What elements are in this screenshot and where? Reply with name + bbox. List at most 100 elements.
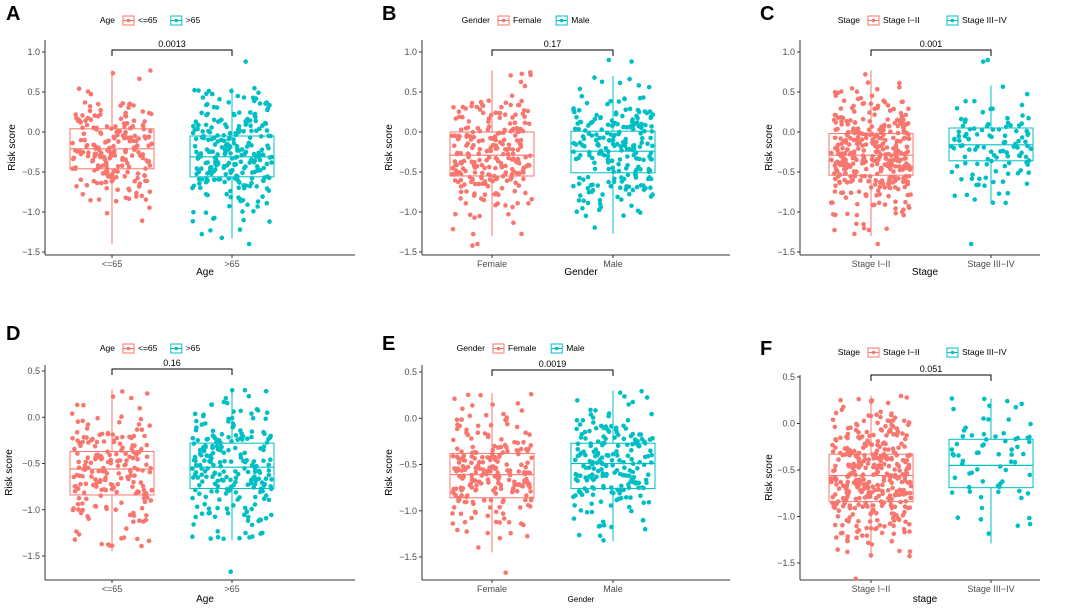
data-point [481,197,487,203]
data-point [980,479,986,484]
data-point [894,513,899,518]
data-point [257,470,263,476]
data-point [110,71,116,76]
data-point [835,514,841,519]
data-point [193,514,198,520]
data-point [209,402,215,407]
data-point [245,436,250,442]
data-point [880,482,885,488]
data-point [906,462,912,468]
data-point [592,160,597,166]
data-point [981,416,986,421]
data-point [252,85,257,91]
data-point [599,79,605,85]
data-point [518,137,524,143]
legend-item-label: >65 [186,343,201,353]
data-point [84,122,90,128]
data-point [850,512,856,517]
data-point [229,439,234,444]
data-point [878,409,883,415]
data-point [1027,521,1033,527]
data-point [886,463,892,469]
data-point [877,444,882,450]
data-point [997,484,1002,490]
data-point [594,474,599,480]
y-tick-label: −1.5 [777,247,795,257]
outlier-point [228,569,233,574]
y-tick-label: 0.0 [782,127,795,137]
data-point [587,149,592,155]
data-point [594,112,599,118]
data-point [244,144,250,149]
data-point [190,534,195,539]
data-point [204,453,209,458]
data-point [458,127,464,132]
data-point [210,428,216,434]
data-point [452,159,458,164]
data-point [885,418,891,423]
data-point [888,166,893,172]
data-point [117,419,122,425]
data-point [253,118,259,124]
data-point [267,155,273,160]
data-point [600,192,605,197]
data-point [222,459,227,464]
data-point [217,460,223,465]
data-point [514,138,520,143]
data-point [895,123,901,129]
data-point [833,127,838,133]
data-point [988,149,994,154]
data-point [853,496,859,502]
data-point [254,184,259,189]
y-tick-label: 0.5 [27,366,40,376]
data-point [640,517,646,523]
data-point [605,153,611,159]
data-point [212,155,218,160]
data-point [872,112,877,117]
data-point [571,106,576,111]
data-point [597,201,603,207]
data-point [205,436,210,442]
data-point [853,427,859,433]
data-point [228,459,234,464]
data-point [249,506,254,512]
data-point [892,493,898,498]
data-point [949,396,955,401]
data-point [116,139,121,144]
data-point [1000,148,1006,154]
data-point [863,166,869,172]
data-point [231,137,236,142]
data-point [901,207,906,212]
data-point [110,394,116,399]
data-point [226,447,231,453]
data-point [887,521,893,526]
data-point [144,462,149,468]
data-point [860,504,865,510]
data-point [615,194,620,200]
data-point [850,161,856,166]
data-point [886,447,891,452]
data-point [601,153,607,158]
data-point [847,503,853,508]
data-point [864,429,870,435]
data-point [111,143,116,149]
data-point [854,535,859,541]
data-point [873,178,878,183]
data-point [131,513,137,518]
data-point [587,458,593,464]
data-point [80,418,86,424]
data-point [106,138,111,143]
data-point [846,142,852,147]
data-point [1018,168,1023,173]
data-point [239,147,245,152]
data-point [221,165,227,171]
data-point [209,171,214,177]
data-point [247,183,253,189]
data-point [128,473,133,478]
data-point [71,506,76,511]
data-point [972,98,977,104]
data-point [636,83,642,88]
data-point [833,445,838,450]
data-point [528,72,533,78]
data-point [497,520,503,525]
